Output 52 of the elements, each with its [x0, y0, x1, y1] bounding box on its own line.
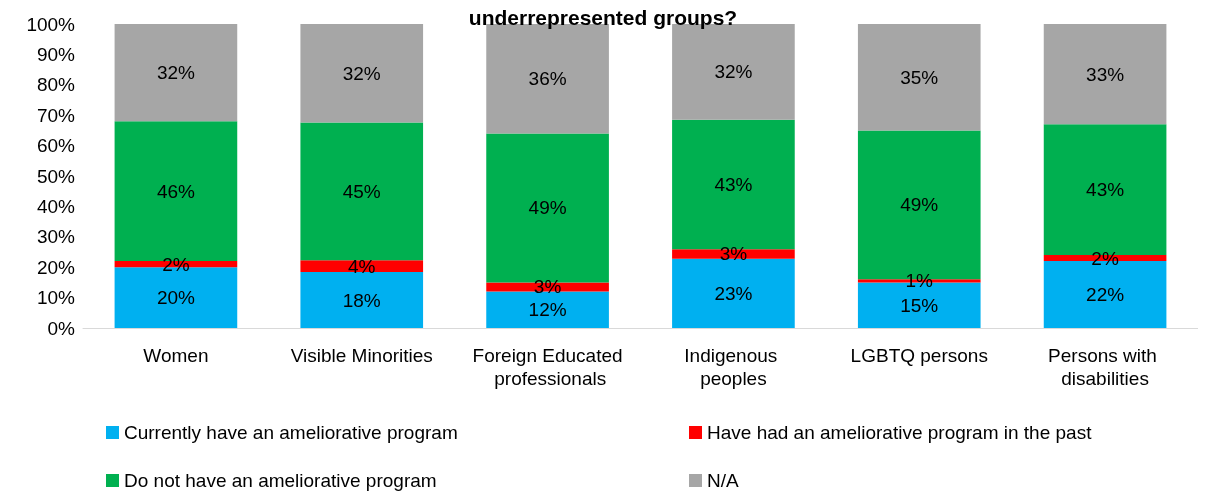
- data-label: 49%: [900, 194, 939, 216]
- y-tick-label: 20%: [36, 256, 76, 278]
- data-label: 43%: [714, 174, 753, 196]
- data-label: 32%: [156, 62, 196, 84]
- bar: [1043, 24, 1167, 125]
- data-label: 49%: [528, 197, 567, 219]
- legend-label: Currently have an ameliorative program: [124, 422, 458, 443]
- legend-label: Do not have an ameliorative program: [124, 470, 437, 491]
- bar: [857, 24, 981, 131]
- bar: [300, 122, 424, 261]
- legend-label: Have had an ameliorative program in the past: [707, 422, 1093, 443]
- data-label: 46%: [156, 180, 196, 202]
- x-tick-label: Persons with disabilities: [1048, 345, 1163, 389]
- y-tick-label: 10%: [36, 287, 76, 309]
- bar: [672, 258, 795, 328]
- data-label: 23%: [714, 282, 753, 304]
- y-tick-label: 40%: [36, 195, 76, 217]
- y-tick-label: 30%: [36, 226, 76, 248]
- data-label: 43%: [1086, 179, 1125, 201]
- x-tick-label: Indigenous peoples: [684, 345, 783, 389]
- x-tick-label: Foreign Educated professionals: [472, 345, 623, 389]
- data-label: 1%: [905, 270, 934, 292]
- bar: [300, 24, 424, 123]
- data-label: 32%: [714, 61, 753, 83]
- data-label: 12%: [528, 299, 567, 321]
- x-tick-label: Visible Minorities: [290, 345, 433, 366]
- data-label: 45%: [342, 180, 381, 202]
- y-tick-label: 80%: [36, 74, 76, 96]
- data-label: 32%: [342, 62, 381, 84]
- data-label: 35%: [900, 66, 939, 88]
- data-label: 20%: [156, 287, 196, 309]
- y-tick-label: 90%: [36, 43, 76, 65]
- y-tick-label: 60%: [36, 135, 76, 157]
- bar: [486, 291, 609, 328]
- data-label: 15%: [900, 294, 939, 316]
- bar: [486, 282, 609, 292]
- chart-title: underrepresented groups?: [468, 6, 738, 29]
- bar: [300, 272, 424, 328]
- y-tick-label: 100%: [26, 13, 76, 35]
- y-tick-label: 70%: [36, 104, 76, 126]
- x-tick-label: LGBTQ persons: [850, 345, 988, 366]
- data-label: 33%: [1086, 63, 1125, 85]
- bar: [672, 249, 795, 259]
- data-label: 22%: [1086, 284, 1125, 306]
- y-tick-label: 0%: [47, 317, 76, 339]
- bar: [114, 24, 238, 122]
- data-label: 4%: [348, 255, 376, 277]
- y-tick-label: 50%: [36, 165, 76, 187]
- data-label: 18%: [342, 289, 381, 311]
- data-label: 36%: [528, 68, 567, 90]
- x-tick-label: Women: [143, 345, 209, 366]
- legend-label: N/A: [707, 470, 739, 491]
